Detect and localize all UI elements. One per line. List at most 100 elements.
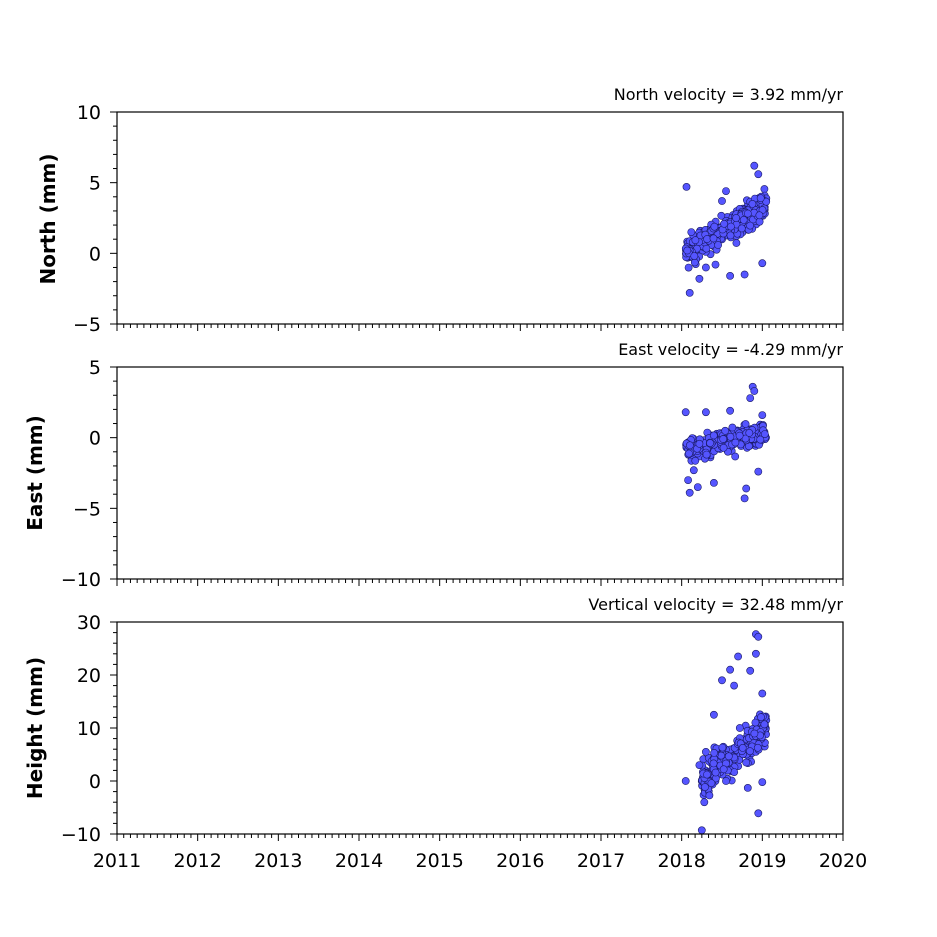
height-data-point [746, 666, 755, 675]
east-data-point [742, 484, 751, 493]
north-data-point [737, 224, 746, 233]
east-data-point [731, 438, 740, 447]
east-data-point [735, 431, 744, 440]
north-data-point [717, 211, 726, 220]
height-data-point [700, 798, 709, 807]
north-data-point [726, 271, 734, 280]
height-data-point [757, 713, 765, 722]
height-data-point [710, 710, 718, 719]
east-ytick-label: 0 [89, 428, 101, 450]
height-xtick-label: 2020 [819, 850, 867, 872]
height-axes-frame [116, 621, 844, 835]
height-xtick-label: 2014 [335, 850, 383, 872]
north-data-point [690, 252, 699, 260]
east-data-point [691, 456, 700, 465]
north-data-point [714, 241, 722, 249]
height-data-point [751, 718, 760, 727]
east-ytick-label: −10 [61, 569, 101, 591]
height-data-point [735, 724, 744, 732]
east-data-point [754, 467, 763, 476]
east-data-point [695, 439, 704, 448]
height-data-point [707, 779, 716, 788]
east-data-point [731, 452, 740, 461]
north-ylabel: North (mm) [36, 153, 60, 284]
height-data-point [730, 681, 738, 690]
north-velocity-title: North velocity = 3.92 mm/yr [614, 85, 844, 104]
north-data-point [743, 209, 752, 218]
height-data-point [758, 689, 767, 698]
north-data-point [760, 185, 769, 193]
east-data-point [726, 406, 734, 415]
north-data-point [732, 214, 740, 222]
east-data-point [710, 478, 718, 487]
height-ytick-label: 20 [77, 665, 101, 687]
height-xtick-label: 2013 [254, 850, 302, 872]
height-data-point [752, 649, 760, 658]
height-ticks: −10 0 10 20 30 2011 2012 2013 2014 2015 2016 2017 20… [61, 612, 867, 872]
north-data-point [683, 246, 692, 255]
height-data-point [702, 748, 710, 756]
height-data-point [709, 759, 718, 768]
north-data-point [687, 228, 696, 236]
north-data-point [718, 197, 726, 205]
height-ytick-label: 10 [77, 718, 101, 740]
east-data-point [693, 483, 702, 491]
height-data-point [734, 652, 742, 661]
east-data-point [685, 488, 694, 497]
east-velocity-title: East velocity = -4.29 mm/yr [618, 340, 843, 359]
height-data-point [758, 778, 767, 786]
height-data-point [710, 749, 718, 757]
height-ylabel: Height (mm) [23, 657, 47, 799]
height-data-point [742, 758, 751, 767]
north-data-point [750, 161, 759, 170]
height-ytick-label: 30 [77, 612, 101, 634]
east-data-point [719, 435, 728, 443]
east-data-point [746, 394, 755, 402]
north-data-point [711, 260, 720, 269]
north-data-point [702, 263, 710, 272]
east-axes-frame [116, 366, 844, 580]
east-data-point [750, 387, 759, 395]
height-xtick-label: 2011 [93, 850, 141, 872]
east-data-point [726, 432, 735, 441]
height-data-point [711, 768, 720, 777]
east-data-point [721, 426, 730, 435]
east-data-point [706, 439, 714, 447]
height-data-point [760, 720, 769, 729]
height-xtick-label: 2017 [577, 850, 625, 872]
east-data-point [686, 441, 694, 450]
north-points [681, 161, 771, 297]
height-xtick-label: 2019 [738, 850, 786, 872]
north-ticks: −5 0 5 10 [73, 102, 844, 336]
east-ytick-label: −5 [73, 498, 101, 520]
height-data-point [754, 632, 763, 641]
east-panel: East velocity = -4.29 mm/yr East (mm) −1… [23, 340, 844, 591]
north-data-point [703, 235, 711, 243]
east-ytick-label: 5 [89, 357, 101, 379]
height-points [681, 630, 771, 835]
north-data-point [762, 197, 771, 206]
height-data-point [705, 791, 714, 800]
height-data-point [718, 743, 727, 752]
vertical-velocity-title: Vertical velocity = 32.48 mm/yr [588, 595, 843, 614]
height-data-point [701, 783, 709, 791]
north-ytick-label: 10 [77, 102, 101, 124]
height-panel: Vertical velocity = 32.48 mm/yr Height (… [23, 595, 867, 872]
north-data-point [758, 259, 767, 268]
east-data-point [702, 408, 710, 417]
height-xtick-label: 2016 [496, 850, 544, 872]
north-ytick-label: 5 [89, 173, 101, 195]
east-data-point [728, 423, 737, 432]
east-data-point [756, 435, 765, 444]
height-ytick-label: −10 [61, 824, 101, 846]
north-data-point [684, 263, 693, 272]
east-data-point [740, 494, 749, 503]
height-ytick-label: 0 [89, 771, 101, 793]
north-panel: North velocity = 3.92 mm/yr North (mm) −… [36, 85, 844, 336]
east-ylabel: East (mm) [23, 415, 47, 531]
north-data-point [740, 270, 749, 279]
height-data-point [681, 777, 690, 785]
height-data-point [743, 784, 752, 792]
